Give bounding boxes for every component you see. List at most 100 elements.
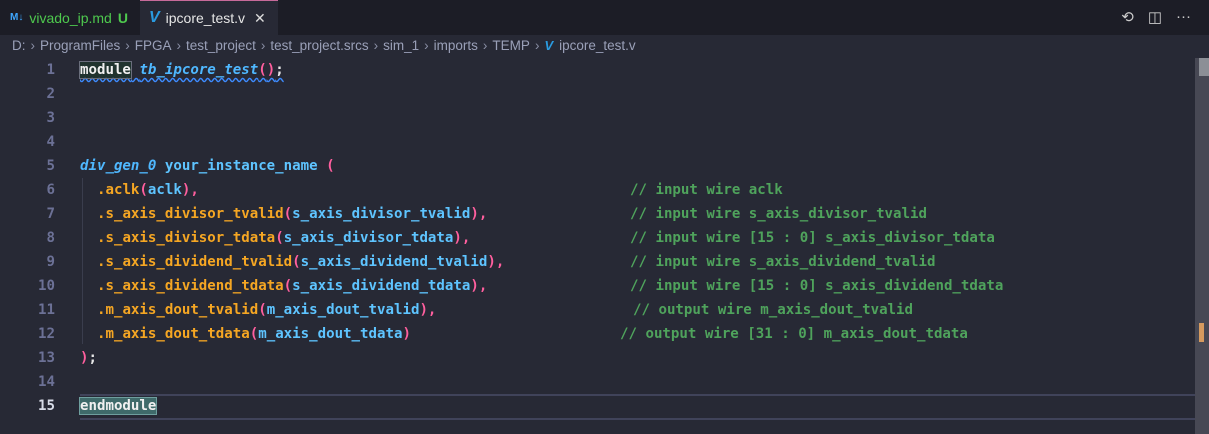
verilog-icon: V [544,38,554,53]
comment: // input wire s_axis_dividend_tvalid [630,254,936,270]
paren: ( [283,278,293,294]
more-icon[interactable]: ··· [1176,8,1191,25]
paren: ) [266,62,276,78]
code-line: 3 [0,106,1195,130]
tab-label: vivado_ip.md [29,9,112,26]
paren: ), [470,206,488,222]
line-number: 6 [46,182,56,198]
line-number: 13 [38,350,55,366]
close-icon[interactable]: ✕ [254,9,266,26]
code-line: 6 .aclk(aclk), // input wire aclk [0,178,1195,202]
line-number: 11 [38,302,55,318]
line-number: 1 [46,62,56,78]
paren: ( [292,254,301,270]
semicolon: ; [275,62,284,78]
comment: // input wire [15 : 0] s_axis_divisor_td… [630,230,995,246]
port-name: .s_axis_dividend_tvalid [96,254,293,270]
breadcrumb-item[interactable]: test_project.srcs [270,38,369,53]
breadcrumb-item[interactable]: D: [12,38,26,53]
line-number: 14 [38,374,55,390]
breadcrumb: D: › ProgramFiles › FPGA › test_project › test_p… [12,38,636,53]
module-name: tb_ipcore_test [139,62,259,78]
chevron-right-icon: › [373,38,379,53]
code-line: 7 .s_axis_divisor_tvalid(s_axis_divisor_… [0,202,1195,226]
chevron-right-icon: › [534,38,540,53]
line-number: 3 [46,110,56,126]
paren: ), [419,302,437,318]
line-number: 4 [46,134,56,150]
paren: ) [80,350,89,366]
signal-name: aclk [147,182,182,198]
chevron-right-icon: › [482,38,488,53]
code-line: 1 module tb_ipcore_test(); [0,58,1195,82]
scrollbar-thumb[interactable] [1199,58,1209,76]
paren: ( [326,158,335,174]
split-editor-icon[interactable]: ◫ [1147,9,1162,26]
line-number: 15 [38,398,55,414]
vertical-scrollbar[interactable] [1195,58,1209,434]
breadcrumb-item[interactable]: ProgramFiles [40,38,121,53]
paren: ( [275,230,284,246]
code-line: 15 endmodule [0,394,1195,418]
paren: ( [139,182,148,198]
history-icon[interactable]: ⟲ [1121,9,1134,26]
code-line: 14 [0,370,1195,394]
code-line: 9 .s_axis_dividend_tvalid(s_axis_dividen… [0,250,1195,274]
comment: // input wire [15 : 0] s_axis_dividend_t… [630,278,1004,294]
code-line: 13); [0,346,1195,370]
code-line: 10 .s_axis_dividend_tdata(s_axis_dividen… [0,274,1195,298]
signal-name: s_axis_divisor_tvalid [292,206,471,222]
breadcrumb-item[interactable]: imports [433,38,478,53]
signal-name: s_axis_divisor_tdata [283,230,454,246]
chevron-right-icon: › [125,38,130,53]
signal-name: s_axis_dividend_tvalid [300,254,488,270]
port-name: .s_axis_divisor_tvalid [96,206,284,222]
port-name: .m_axis_dout_tdata [96,326,250,342]
paren: ( [283,206,293,222]
code-line: 12 .m_axis_dout_tdata(m_axis_dout_tdata)… [0,322,1195,346]
verilog-icon: V [148,9,160,26]
breadcrumb-item[interactable]: ipcore_test.v [559,38,636,53]
markdown-icon: M↓ [10,12,24,23]
line-number: 2 [46,86,56,102]
paren: ), [470,278,488,294]
scrollbar-marker [1199,323,1204,342]
untracked-badge: U [117,9,128,26]
breadcrumb-item[interactable]: TEMP [492,38,530,53]
paren: ), [181,182,199,198]
instance-name: your_instance_name [156,158,327,174]
paren: ), [453,230,471,246]
chevron-right-icon: › [30,38,36,53]
semicolon: ; [88,350,98,366]
keyword: endmodule [78,397,158,415]
comment: // output wire [31 : 0] m_axis_dout_tdat… [620,326,968,342]
port-name: .s_axis_dividend_tdata [96,278,284,294]
port-name: .m_axis_dout_tvalid [96,302,259,318]
paren: ) [402,326,411,342]
port-name: .s_axis_divisor_tdata [96,230,276,246]
paren: ( [258,302,267,318]
chevron-right-icon: › [260,38,266,53]
chevron-right-icon: › [176,38,182,53]
line-number: 5 [46,158,56,174]
code-line: 4 [0,130,1195,154]
paren: ( [249,326,259,342]
module-type: div_gen_0 [80,158,157,174]
line-number: 7 [46,206,56,222]
breadcrumb-item[interactable]: sim_1 [383,38,420,53]
signal-name: m_axis_dout_tvalid [266,302,420,318]
tab-vivado-ip-md[interactable]: M↓ vivado_ip.md U [0,0,140,35]
comment: // input wire aclk [630,182,783,198]
signal-name: m_axis_dout_tdata [258,326,403,342]
comment: // input wire s_axis_divisor_tvalid [630,206,927,222]
breadcrumb-item[interactable]: test_project [186,38,256,53]
breadcrumb-item[interactable]: FPGA [134,38,172,53]
paren: ( [258,62,267,78]
signal-name: s_axis_dividend_tdata [292,278,471,294]
line-number: 9 [46,254,56,270]
port-name: .aclk [96,182,140,198]
code-line: 11 .m_axis_dout_tvalid(m_axis_dout_tvali… [0,298,1195,322]
line-number: 10 [38,278,55,294]
